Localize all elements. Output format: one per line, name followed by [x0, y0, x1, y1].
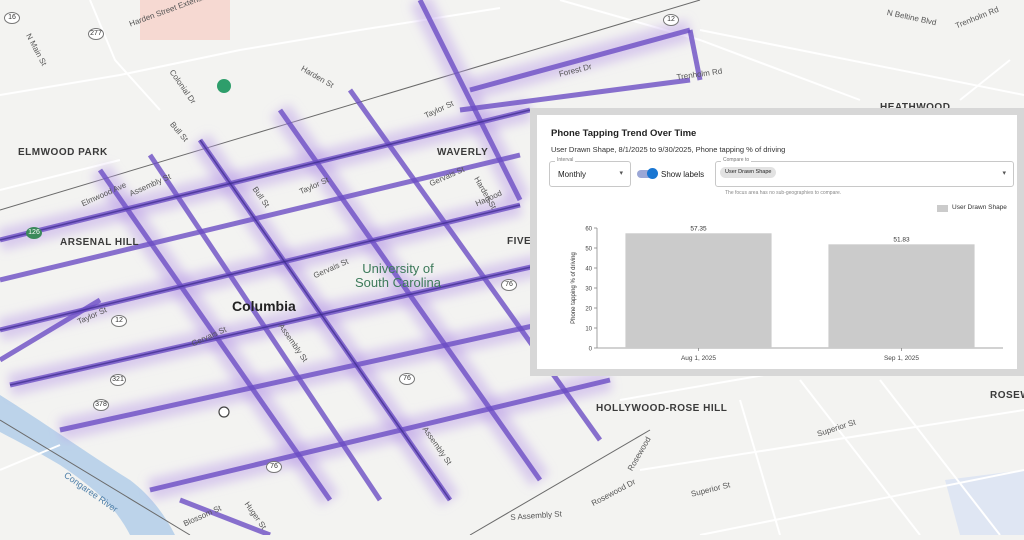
bar-chart: 0 10 20 30 40 50 60 Phone tapping % of driving 5… — [571, 225, 1003, 362]
trend-card: Phone Tapping Trend Over Time User Drawn… — [537, 115, 1017, 369]
data-label: 57.35 — [690, 225, 707, 232]
show-labels-toggle[interactable] — [637, 170, 655, 178]
transit-poi-icon[interactable] — [218, 406, 230, 418]
route-shield: 12 — [111, 315, 127, 327]
water-body — [945, 470, 1024, 535]
university-label-line: University of — [362, 261, 434, 276]
caret-down-icon: ▾ — [1002, 170, 1006, 177]
interval-label: Interval — [555, 157, 576, 163]
show-labels-label: Show labels — [661, 170, 705, 179]
route-shield: 126 — [26, 227, 42, 239]
compare-chip[interactable]: User Drawn Shape — [720, 167, 777, 178]
legend-label: User Drawn Shape — [952, 204, 1007, 211]
interval-value: Monthly — [558, 170, 587, 179]
y-tick-label: 30 — [585, 287, 592, 293]
city-label: Columbia — [232, 298, 296, 314]
y-tick-label: 40 — [585, 267, 592, 273]
toggle-knob[interactable] — [647, 168, 658, 179]
route-shield: 76 — [266, 461, 282, 473]
neighborhood-label: WAVERLY — [437, 147, 489, 158]
heatmap-hotspots — [0, 109, 541, 501]
legend-swatch — [937, 205, 948, 212]
bar — [625, 233, 772, 348]
neighborhood-label: HOLLYWOOD-ROSE HILL — [596, 403, 728, 414]
compare-label: Compare to — [721, 157, 752, 163]
route-shield: 378 — [93, 399, 109, 411]
y-tick-label: 60 — [585, 227, 592, 233]
x-tick-label: Aug 1, 2025 — [681, 355, 716, 362]
neighborhood-label: HEATHWOOD — [880, 102, 950, 113]
compare-to-select[interactable]: Compare to User Drawn Shape ▾ — [715, 157, 1014, 187]
y-tick-label: 10 — [585, 327, 592, 333]
university-label-line: South Carolina — [355, 275, 441, 290]
trend-panel: Phone Tapping Trend Over Time User Drawn… — [530, 108, 1024, 376]
route-shield: 76 — [501, 279, 517, 291]
panel-title: Phone Tapping Trend Over Time — [551, 128, 697, 139]
caret-down-icon: ▾ — [619, 170, 623, 177]
y-tick-label: 0 — [589, 347, 593, 353]
route-shield: 16 — [4, 12, 20, 24]
neighborhood-label: ARSENAL HILL — [60, 237, 140, 248]
y-axis-label: Phone tapping % of driving — [571, 252, 577, 324]
interval-select[interactable]: Interval Monthly ▾ — [549, 157, 631, 187]
x-tick-label: Sep 1, 2025 — [884, 355, 919, 362]
route-shield: 277 — [88, 28, 104, 40]
neighborhood-label: ROSEW — [990, 390, 1024, 401]
compare-hint: The focus area has no sub-geographies to… — [725, 190, 842, 196]
y-tick-label: 50 — [585, 247, 592, 253]
route-shield: 12 — [663, 14, 679, 26]
boundary-line — [469, 429, 651, 536]
boundary-line — [0, 419, 191, 536]
route-shield: 321 — [110, 374, 126, 386]
university-label: University of South Carolina — [355, 262, 441, 290]
panel-subtitle: User Drawn Shape, 8/1/2025 to 9/30/2025,… — [551, 145, 786, 154]
data-label: 51.83 — [893, 236, 910, 243]
park-poi-icon[interactable] — [217, 79, 231, 93]
route-shield: 76 — [399, 373, 415, 385]
neighborhood-label: FIVE — [507, 236, 532, 247]
neighborhood-label: ELMWOOD PARK — [18, 147, 108, 158]
bar — [828, 244, 975, 348]
y-tick-label: 20 — [585, 307, 592, 313]
hospital-area — [140, 0, 230, 40]
